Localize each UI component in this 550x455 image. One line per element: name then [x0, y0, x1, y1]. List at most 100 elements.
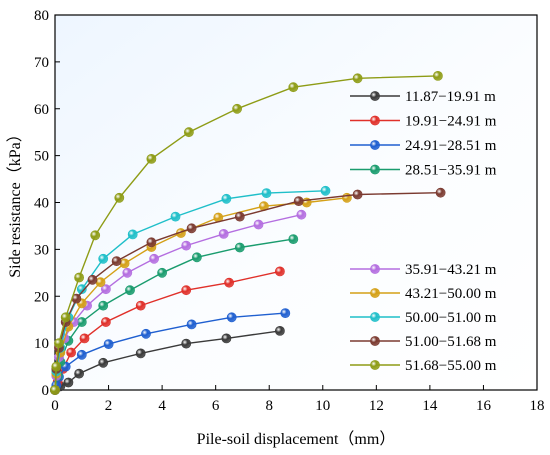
- legend-entry: 35.91−43.21 m: [350, 262, 497, 278]
- data-point: [76, 349, 87, 360]
- data-point: [186, 319, 197, 330]
- series-2: [50, 308, 291, 395]
- legend: 11.87−19.91 m 19.91−24.91 m 24.91−28.51 m 2…: [350, 89, 497, 374]
- legend-label: 28.51−35.91 m: [405, 163, 497, 179]
- data-point: [60, 312, 71, 323]
- data-point: [221, 193, 232, 204]
- legend-entry: 43.21−50.00 m: [350, 286, 497, 302]
- data-point: [261, 188, 272, 198]
- data-point: [50, 385, 60, 395]
- legend-marker: [370, 164, 380, 175]
- legend-label: 50.00−51.00 m: [405, 310, 497, 326]
- y-tick-label: 10: [34, 336, 49, 352]
- series-0: [50, 325, 285, 395]
- x-axis-title: Pile-soil displacement（mm）: [197, 430, 396, 448]
- data-point: [111, 256, 122, 266]
- data-point: [183, 127, 194, 138]
- legend-marker: [370, 312, 380, 322]
- legend-marker: [370, 264, 380, 274]
- data-point: [51, 361, 62, 372]
- data-point: [170, 211, 181, 222]
- data-point: [90, 230, 101, 241]
- data-point: [74, 368, 84, 379]
- x-tick-label: 16: [476, 398, 492, 414]
- legend-label: 51.68−55.00 m: [405, 358, 497, 374]
- x-tick-label: 0: [51, 398, 59, 414]
- legend-entry: 51.00−51.68 m: [350, 334, 497, 350]
- data-point: [288, 234, 299, 244]
- data-point: [127, 229, 138, 240]
- legend-marker: [370, 288, 380, 298]
- data-point: [226, 312, 237, 323]
- data-point: [296, 209, 307, 220]
- data-point: [352, 73, 363, 84]
- series-8: [50, 71, 443, 395]
- x-tick-label: 18: [530, 398, 545, 414]
- x-tick-label: 4: [158, 398, 166, 414]
- data-point: [181, 240, 192, 251]
- data-point: [101, 317, 111, 327]
- legend-label: 43.21−50.00 m: [405, 286, 497, 302]
- legend-entry: 51.68−55.00 m: [350, 358, 497, 374]
- data-point: [352, 189, 363, 200]
- data-point: [224, 277, 234, 288]
- data-point: [98, 253, 109, 264]
- data-point: [66, 347, 76, 358]
- x-tick-label: 10: [315, 398, 330, 414]
- data-point: [149, 253, 159, 264]
- legend-label: 19.91−24.91 m: [405, 114, 497, 130]
- legend-marker: [370, 360, 380, 370]
- data-point: [320, 185, 331, 196]
- data-point: [135, 300, 146, 311]
- y-tick-label: 70: [34, 55, 49, 71]
- y-tick-label: 20: [34, 289, 49, 305]
- y-tick-label: 80: [34, 8, 49, 24]
- data-point: [76, 284, 87, 295]
- data-point: [218, 228, 229, 239]
- y-axis-title: Side resistance（kPa）: [6, 126, 24, 278]
- x-tick-label: 14: [422, 398, 438, 414]
- legend-marker: [370, 140, 380, 150]
- data-point: [63, 377, 74, 388]
- legend-label: 24.91−28.51 m: [405, 138, 497, 154]
- legend-entry: 24.91−28.51 m: [350, 138, 497, 154]
- legend-entry: 11.87−19.91 m: [350, 89, 496, 105]
- data-point: [125, 285, 135, 296]
- data-point: [181, 338, 192, 349]
- data-point: [74, 272, 84, 283]
- tick-labels: 0 2 4 6 8 10 12 14 16 18 0 10 20 30 40 50 60 70 80: [34, 8, 545, 414]
- data-point: [234, 242, 245, 253]
- data-point: [181, 285, 192, 296]
- data-point: [341, 192, 352, 203]
- y-tick-label: 30: [34, 242, 49, 258]
- data-point: [101, 284, 111, 295]
- y-tick-label: 50: [34, 149, 49, 165]
- data-point: [135, 348, 146, 359]
- legend-entry: 28.51−35.91 m: [350, 163, 497, 179]
- data-point: [288, 82, 299, 93]
- data-point: [79, 333, 90, 344]
- data-point: [221, 333, 232, 344]
- data-point: [98, 300, 109, 311]
- data-point: [98, 357, 109, 368]
- data-point: [141, 328, 151, 339]
- data-point: [186, 223, 197, 234]
- legend-label: 11.87−19.91 m: [405, 89, 496, 105]
- legend-label: 51.00−51.68 m: [405, 334, 497, 350]
- data-point: [432, 71, 443, 81]
- legend-entry: 19.91−24.91 m: [350, 114, 497, 130]
- data-point: [280, 308, 291, 318]
- data-point: [146, 237, 157, 248]
- data-point: [232, 103, 242, 114]
- data-point: [293, 196, 304, 206]
- data-point: [274, 266, 285, 277]
- y-tick-label: 60: [34, 102, 49, 118]
- data-point: [114, 192, 125, 203]
- legend-marker: [370, 115, 380, 126]
- legend-label: 35.91−43.21 m: [405, 262, 497, 278]
- y-tick-label: 0: [42, 383, 50, 399]
- data-point: [274, 325, 285, 336]
- x-tick-label: 12: [369, 398, 384, 414]
- data-point: [87, 274, 98, 285]
